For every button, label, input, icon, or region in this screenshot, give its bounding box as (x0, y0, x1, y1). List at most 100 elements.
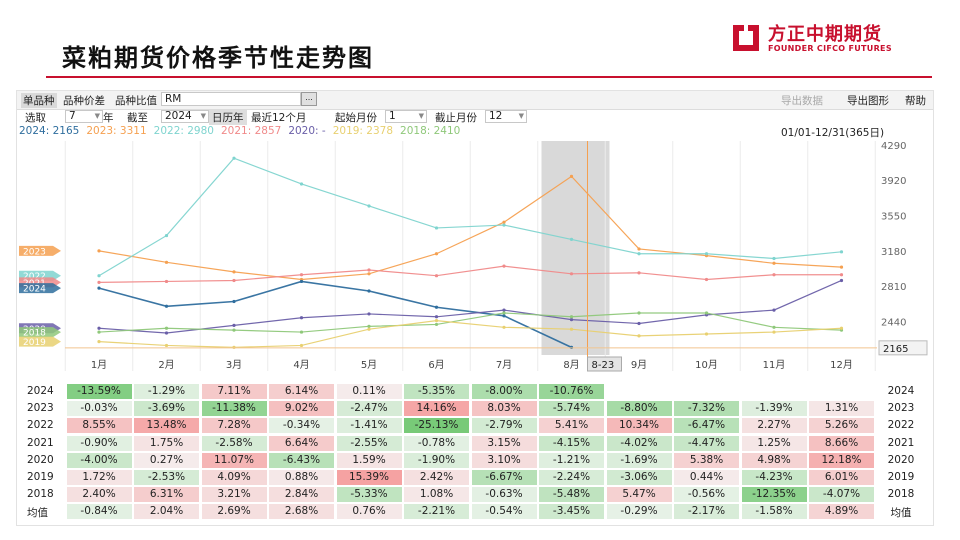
table-cell: 2.84% (269, 487, 334, 503)
table-cell: 6.64% (269, 435, 334, 451)
series-line-2020 (98, 279, 842, 334)
data-point-2019 (97, 340, 101, 344)
until-label: 截至 (127, 112, 148, 124)
series-line-2022 (98, 157, 842, 277)
table-cell: 1.31% (809, 401, 874, 417)
x-tick-label: 1月 (91, 359, 107, 371)
table-cell: 5.38% (674, 452, 739, 468)
data-point-2018 (772, 325, 776, 329)
row-year-label-right: 2019 (887, 471, 915, 483)
table-cell: -5.48% (539, 487, 604, 503)
table-cell: -7.32% (674, 401, 739, 417)
table-cell: -0.56% (674, 487, 739, 503)
export-chart-button[interactable]: 导出图形 (847, 95, 889, 107)
table-cell: 1.72% (66, 470, 132, 485)
series-tag-label: 2019 (23, 338, 46, 348)
series-line-2018 (98, 312, 842, 333)
data-point-2018 (97, 330, 101, 334)
data-point-2021 (232, 278, 236, 283)
until-year-select[interactable]: 2024 ▼ (161, 110, 209, 123)
data-point-2023 (367, 272, 371, 276)
table-cell: 15.39% (336, 470, 402, 485)
legend-item: 2022: 2980 (153, 125, 214, 137)
tab-variety-spread[interactable]: 品种价差 (63, 95, 105, 107)
table-cell: 0.44% (674, 470, 739, 485)
table-cell: 0.88% (269, 470, 334, 485)
table-cell: -6.43% (269, 452, 334, 468)
table-cell: 0.11% (336, 384, 402, 399)
tab-variety-ratio[interactable]: 品种比值 (115, 95, 157, 107)
table-cell: -4.07% (809, 487, 874, 503)
export-data-button[interactable]: 导出数据 (781, 95, 823, 107)
data-point-2022 (434, 226, 439, 230)
table-cell: 8.55% (66, 418, 132, 434)
table-cell: -1.69% (606, 452, 672, 468)
table-cell: -3.69% (134, 401, 199, 417)
data-point-2021 (569, 272, 574, 276)
table-cell: -0.84% (66, 504, 132, 520)
data-point-2020 (772, 308, 776, 312)
recent-12-months-button[interactable]: 最近12个月 (251, 112, 307, 124)
tab-single-variety[interactable]: 单品种 (21, 93, 57, 108)
data-point-2020 (232, 323, 236, 327)
data-point-2021 (164, 279, 169, 284)
browse-button[interactable]: ... (301, 92, 317, 106)
table-cell: -3.45% (539, 504, 604, 520)
table-cell: 3.10% (471, 452, 537, 468)
data-point-2020 (502, 308, 506, 312)
table-cell: 7.28% (201, 418, 267, 434)
select-label: 选取 (25, 112, 46, 124)
table-cell: -2.17% (674, 504, 739, 520)
row-year-label-right: 均值 (890, 507, 912, 520)
data-point-2019 (502, 325, 506, 329)
table-cell (607, 384, 672, 399)
table-cell: 8.66% (809, 435, 874, 451)
row-year-label: 2023 (27, 402, 54, 415)
data-point-2022 (299, 182, 304, 186)
table-cell: 6.14% (269, 384, 334, 399)
dropdown-arrow-icon: ▼ (418, 112, 424, 120)
data-point-2018 (299, 330, 304, 334)
table-cell: -0.90% (66, 435, 132, 451)
calendar-year-button[interactable]: 日历年 (209, 110, 247, 125)
end-month-label: 截止月份 (435, 112, 477, 124)
table-cell: -8.00% (471, 384, 537, 399)
data-point-2022 (772, 256, 776, 261)
data-point-2019 (569, 327, 574, 331)
row-year-label: 2020 (27, 453, 54, 466)
data-point-2021 (502, 264, 506, 268)
table-cell: -13.59% (66, 384, 132, 399)
table-row: 均值 -0.84% 2.04% 2.69% 2.68% 0.76% -2.21% -0.54%… (17, 503, 933, 520)
table-cell: -4.15% (539, 435, 604, 451)
table-cell: 9.02% (269, 401, 334, 417)
table-cell: -6.47% (674, 418, 739, 434)
data-point-2024 (97, 286, 101, 290)
table-cell: -2.47% (336, 401, 402, 417)
table-cell: 14.16% (404, 401, 469, 417)
table-cell: -1.29% (134, 384, 199, 399)
data-point-2018 (434, 322, 439, 327)
table-cell: 1.59% (336, 452, 402, 468)
logo-mark-icon (733, 25, 759, 51)
help-button[interactable]: 帮助 (905, 95, 926, 107)
options-bar: 选取 7 ▼ 年 截至 2024 ▼ 日历年 最近12个月 起始月份 1 ▼ 截止月份… (17, 109, 933, 125)
table-row: 2021 -0.90% 1.75% -2.58% 6.64% -2.55% -0.78% 3.… (17, 435, 933, 452)
years-unit-label: 年 (103, 112, 114, 124)
symbol-input[interactable]: RM (161, 92, 301, 106)
table-row: 2020 -4.00% 0.27% 11.07% -6.43% 1.59% -1.90% 3.… (17, 452, 933, 469)
table-cell: -25.13% (404, 418, 469, 434)
data-point-2023 (502, 220, 506, 224)
data-point-2022 (164, 233, 169, 238)
x-tick-label: 6月 (428, 359, 444, 371)
data-point-2019 (704, 332, 709, 336)
end-month-select[interactable]: 12 ▼ (485, 110, 527, 123)
row-year-label-right: 2023 (887, 402, 915, 415)
start-month-select[interactable]: 1 ▼ (385, 110, 427, 123)
table-cell: -0.34% (269, 418, 334, 434)
table-cell: -10.76% (539, 384, 604, 399)
table-row: 2024 -13.59% -1.29% 7.11% 6.14% 0.11% -5.35% -8… (17, 383, 933, 400)
table-cell: 2.68% (269, 504, 334, 520)
series-line-2023 (98, 175, 842, 281)
dropdown-arrow-icon: ▼ (200, 112, 206, 120)
years-select[interactable]: 7 ▼ (65, 110, 103, 123)
